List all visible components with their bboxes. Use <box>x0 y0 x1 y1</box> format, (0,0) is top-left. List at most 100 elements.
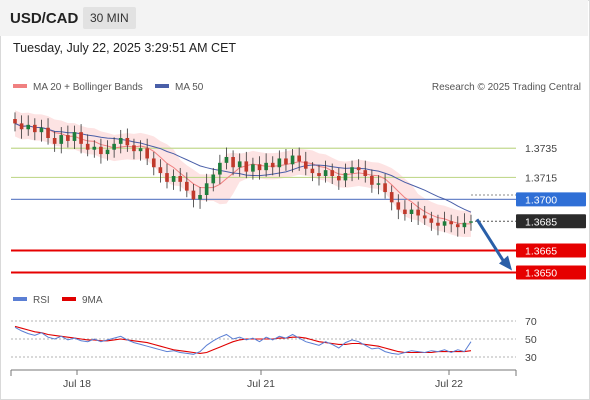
rsi-legend-swatch <box>13 297 27 301</box>
candle-body <box>330 170 335 176</box>
candle-body <box>165 173 169 182</box>
candle-body <box>429 218 434 223</box>
candle-body <box>224 157 229 163</box>
timestamp-label: Tuesday, July 22, 2025 3:29:51 AM CET <box>13 41 237 55</box>
candle-body <box>13 119 17 124</box>
candle <box>409 203 414 223</box>
candle-body <box>85 143 90 150</box>
candle-body <box>343 173 348 181</box>
candle-body <box>310 168 315 174</box>
ma50-line <box>14 122 472 213</box>
candle <box>251 157 255 180</box>
candle <box>356 159 361 180</box>
candle <box>125 128 130 152</box>
candle <box>112 137 116 158</box>
ma50-legend-label: MA 50 <box>175 82 204 93</box>
candle-body <box>449 221 453 225</box>
timeframe-badge[interactable]: 30 MIN <box>83 7 136 29</box>
candle-body <box>257 164 262 171</box>
candle <box>376 175 381 195</box>
last-price-tag <box>516 214 586 229</box>
candle <box>198 186 202 209</box>
chart-header: USD/CAD 30 MIN <box>0 0 588 36</box>
candle-body <box>416 209 420 216</box>
candle <box>191 184 196 208</box>
candle <box>52 131 57 152</box>
candle <box>403 200 407 221</box>
candle-body <box>303 161 308 169</box>
candle <box>290 148 295 173</box>
candle <box>165 163 169 189</box>
candle-body <box>19 123 24 130</box>
candle-body <box>297 155 301 162</box>
support-tag-1.3665 <box>516 243 586 258</box>
candle <box>389 185 394 211</box>
candle <box>383 173 387 199</box>
candle <box>85 134 90 157</box>
candle-body <box>376 183 381 185</box>
candle-body <box>151 158 156 168</box>
candle <box>211 167 216 192</box>
candle <box>66 125 70 148</box>
candle-body <box>383 183 387 193</box>
ma20-legend-swatch <box>13 84 27 88</box>
candle <box>178 167 183 192</box>
candle <box>138 140 143 161</box>
candle-body <box>79 132 83 144</box>
candle <box>330 163 335 185</box>
candle <box>39 119 44 142</box>
candle <box>396 194 401 220</box>
candle-body <box>145 148 149 159</box>
ma50-legend-swatch <box>155 84 169 88</box>
candle-body <box>370 176 374 185</box>
candle-body <box>178 176 183 182</box>
candle <box>257 156 262 180</box>
candle <box>244 151 249 179</box>
candle-body <box>409 209 414 214</box>
x-tick-label: Jul 22 <box>435 378 463 390</box>
bollinger-band-area <box>15 110 471 238</box>
candle-body <box>26 124 31 130</box>
candle <box>455 216 460 237</box>
rsi-ma-legend-swatch <box>62 297 76 301</box>
candle <box>310 162 315 182</box>
candle <box>99 138 103 164</box>
forecast-arrow-head <box>499 255 512 271</box>
candle <box>350 160 354 182</box>
rsi-line <box>14 326 472 355</box>
candle <box>46 118 50 145</box>
candle <box>13 112 17 132</box>
candle <box>370 169 374 193</box>
candle <box>231 150 235 176</box>
candle <box>26 115 31 136</box>
candle-body <box>46 127 50 138</box>
candle <box>422 205 427 225</box>
candle <box>416 201 420 225</box>
candle <box>363 160 368 183</box>
candle <box>72 125 77 149</box>
candle <box>323 160 328 183</box>
resistance-label-1.3715: 1.3715 <box>525 172 557 184</box>
candle-body <box>158 167 163 174</box>
candle-body <box>442 221 447 226</box>
candle-body <box>244 161 249 172</box>
candle-body <box>118 138 123 144</box>
candle <box>132 138 136 160</box>
candle <box>317 165 321 186</box>
candle <box>79 124 83 154</box>
candle-body <box>462 222 467 228</box>
x-tick-label: Jul 21 <box>247 378 275 390</box>
rsi-ma-legend-label: 9MA <box>82 295 103 306</box>
candle <box>185 172 189 198</box>
candle-body <box>125 138 130 146</box>
candle <box>284 148 288 171</box>
candle <box>462 213 467 234</box>
copyright-label: Research © 2025 Trading Central <box>432 82 581 93</box>
candle-body <box>290 155 295 165</box>
resistance-label-1.3735: 1.3735 <box>525 143 557 155</box>
candle <box>237 153 242 177</box>
candle <box>33 118 37 141</box>
candle-body <box>396 202 401 210</box>
